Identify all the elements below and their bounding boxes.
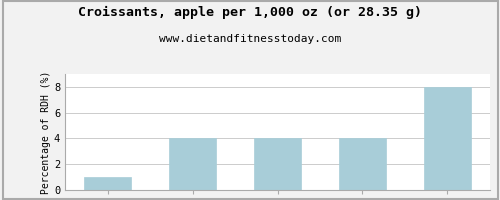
Y-axis label: Percentage of RDH (%): Percentage of RDH (%)	[41, 70, 51, 194]
Bar	[424, 87, 470, 190]
Bar	[254, 138, 301, 190]
Bar	[339, 138, 386, 190]
Text: www.dietandfitnesstoday.com: www.dietandfitnesstoday.com	[159, 34, 341, 44]
Bar	[169, 138, 216, 190]
Text: Croissants, apple per 1,000 oz (or 28.35 g): Croissants, apple per 1,000 oz (or 28.35…	[78, 6, 422, 19]
Bar	[84, 177, 131, 190]
